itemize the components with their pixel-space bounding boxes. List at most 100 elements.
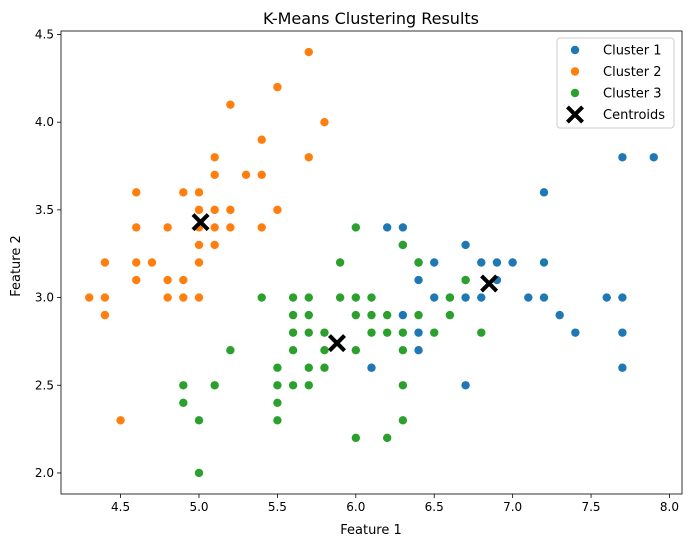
data-point xyxy=(85,293,94,302)
data-point xyxy=(304,381,313,390)
data-point xyxy=(273,398,282,408)
data-point xyxy=(226,100,235,109)
data-point xyxy=(618,293,627,302)
data-point xyxy=(194,258,204,267)
chart-title: K-Means Clustering Results xyxy=(263,9,479,28)
data-point xyxy=(100,310,110,320)
data-point xyxy=(241,170,251,180)
data-point xyxy=(555,310,564,320)
data-point xyxy=(335,258,345,267)
data-point xyxy=(571,328,580,337)
x-tick-label: 5.0 xyxy=(189,500,208,514)
data-point xyxy=(539,188,549,197)
centroid-marker xyxy=(328,334,346,353)
data-point xyxy=(288,293,298,302)
series-2 xyxy=(85,47,329,425)
data-point xyxy=(461,381,470,390)
data-point xyxy=(210,205,219,215)
data-point xyxy=(382,223,392,232)
x-tick-label: 4.5 xyxy=(111,500,130,514)
data-point xyxy=(288,345,298,355)
data-point xyxy=(414,258,423,267)
data-point xyxy=(382,433,392,443)
data-point xyxy=(226,223,235,232)
y-axis-label: Feature 2 xyxy=(9,235,24,297)
data-point xyxy=(351,310,361,320)
data-point xyxy=(430,328,439,337)
data-point xyxy=(194,205,204,215)
data-point xyxy=(367,293,376,302)
data-point xyxy=(210,223,219,232)
legend-marker xyxy=(570,88,580,98)
data-point xyxy=(414,328,423,337)
x-tick-label: 7.5 xyxy=(581,500,600,514)
data-point xyxy=(430,258,439,267)
centroid-marker xyxy=(480,274,499,293)
series-3 xyxy=(179,223,486,478)
data-point xyxy=(477,328,486,337)
x-tick-label: 7.0 xyxy=(503,500,522,514)
data-point xyxy=(320,363,329,372)
data-point xyxy=(398,223,408,232)
data-point xyxy=(179,293,188,302)
data-point xyxy=(273,205,282,215)
data-point xyxy=(414,275,423,285)
data-point xyxy=(132,188,141,197)
data-point xyxy=(351,223,361,232)
data-point xyxy=(351,293,361,302)
data-point xyxy=(430,293,439,302)
legend-box xyxy=(556,37,675,129)
data-point xyxy=(351,433,361,443)
data-point xyxy=(539,258,549,267)
plot-frame xyxy=(60,30,683,495)
legend-marker xyxy=(570,67,580,76)
data-point xyxy=(320,328,329,337)
data-point xyxy=(649,153,658,162)
data-point xyxy=(398,328,408,337)
centroid-marker xyxy=(191,213,210,232)
data-point xyxy=(367,363,376,372)
data-point xyxy=(414,310,423,320)
data-point xyxy=(226,205,235,215)
data-point xyxy=(163,223,172,232)
data-point xyxy=(273,82,282,92)
data-point xyxy=(304,153,313,162)
data-point xyxy=(179,381,188,390)
data-point xyxy=(445,293,455,302)
data-point xyxy=(132,258,141,267)
data-point xyxy=(398,381,408,390)
data-point xyxy=(304,328,313,337)
data-point xyxy=(618,153,627,162)
data-point xyxy=(210,170,219,180)
legend-item: Cluster 3 xyxy=(570,87,662,102)
legend-label: Centroids xyxy=(603,108,665,123)
data-point xyxy=(304,363,313,372)
data-point xyxy=(226,345,235,355)
data-point xyxy=(304,293,313,302)
data-point xyxy=(461,293,470,302)
data-point xyxy=(100,258,110,267)
data-point xyxy=(508,258,517,267)
data-point xyxy=(618,363,627,372)
data-point xyxy=(194,416,204,425)
legend-item: Cluster 1 xyxy=(570,44,662,59)
data-point xyxy=(273,381,282,390)
x-axis-label: Feature 1 xyxy=(340,523,402,538)
legend-label: Cluster 1 xyxy=(603,44,662,59)
x-tick-label: 5.5 xyxy=(268,500,287,514)
x-tick-label: 6.0 xyxy=(346,500,365,514)
data-point xyxy=(367,328,376,337)
data-point xyxy=(398,345,408,355)
data-point xyxy=(398,416,408,425)
data-point xyxy=(116,416,125,425)
data-point xyxy=(477,258,486,267)
data-point xyxy=(382,328,392,337)
data-point xyxy=(179,188,188,197)
y-tick-label: 2.5 xyxy=(35,378,54,392)
x-tick-label: 6.5 xyxy=(425,500,444,514)
data-point xyxy=(288,328,298,337)
data-point xyxy=(445,310,455,320)
data-point xyxy=(351,345,361,355)
legend-label: Cluster 3 xyxy=(603,87,662,102)
